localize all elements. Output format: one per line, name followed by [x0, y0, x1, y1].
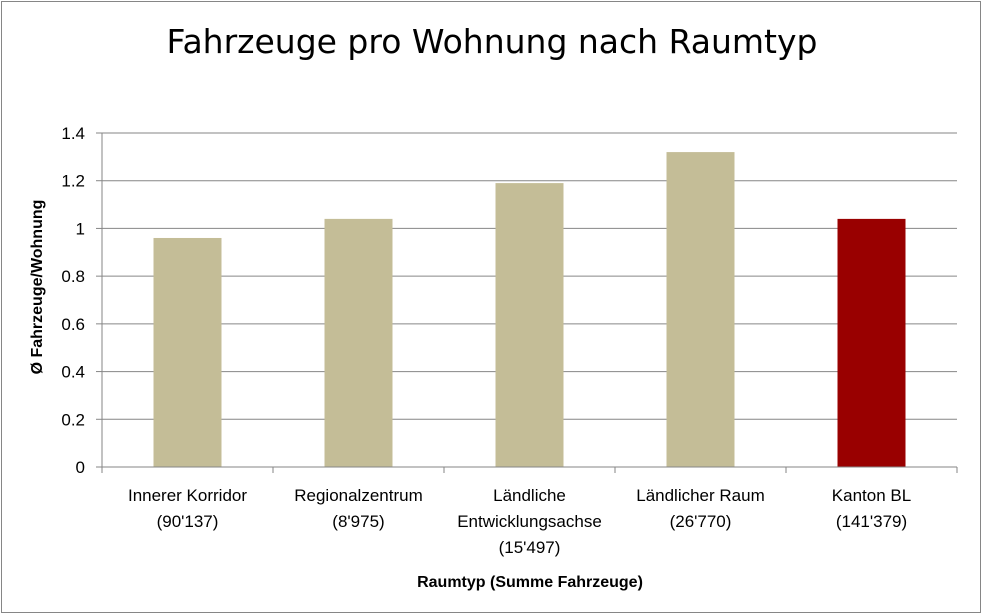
y-tick-label: 0.6 [61, 315, 85, 334]
x-axis-title: Raumtyp (Summe Fahrzeuge) [417, 574, 643, 591]
y-tick-label: 0.8 [61, 267, 85, 286]
y-tick-label: 1.2 [61, 172, 85, 191]
bar [666, 152, 735, 468]
bars [153, 152, 906, 468]
bar [324, 218, 393, 467]
y-axis-title: Ø Fahrzeuge/Wohnung [29, 200, 46, 375]
y-tick-label: 0 [76, 458, 85, 477]
chart-title: Fahrzeuge pro Wohnung nach Raumtyp [166, 22, 818, 61]
bar [153, 237, 222, 467]
bar [495, 183, 564, 467]
x-category-label: Innerer Korridor (90'137) [128, 486, 247, 531]
x-category-label: Kanton BL (141'379) [832, 486, 911, 531]
y-tick-label: 0.4 [61, 363, 85, 382]
y-tick-label: 1.4 [61, 124, 85, 143]
x-category-label: Ländlicher Raum (26'770) [636, 486, 765, 531]
labels: 0 0.2 0.4 0.6 0.8 1 1.2 1.4 Innerer Korridor (90'… [61, 124, 911, 557]
bar [837, 218, 906, 467]
x-category-label: Ländliche Entwicklungsachse (15'497) [457, 486, 602, 557]
axes [96, 132, 958, 473]
y-tick-label: 1 [76, 219, 85, 238]
y-tick-label: 0.2 [61, 410, 85, 429]
x-category-label: Regionalzentrum (8'975) [294, 486, 423, 531]
